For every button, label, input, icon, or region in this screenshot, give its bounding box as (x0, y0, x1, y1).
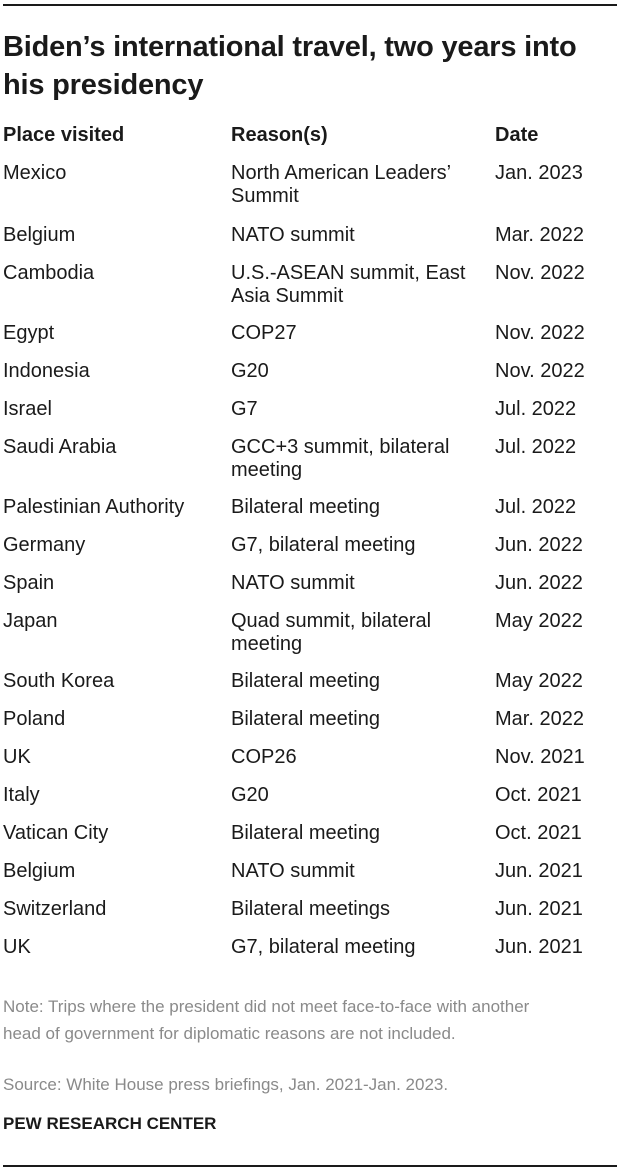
travel-table: Place visited Reason(s) Date Mexico North… (3, 118, 615, 972)
table-row: Israel G7 Jul. 2022 (3, 396, 615, 434)
cell-reason: G20 (231, 784, 269, 806)
table-row: Palestinian Authority Bilateral meeting Ju… (3, 494, 615, 532)
table-row: UK G7, bilateral meeting Jun. 2021 (3, 934, 615, 972)
cell-place: Palestinian Authority (3, 496, 185, 518)
cell-date: Oct. 2021 (495, 822, 582, 844)
cell-date: Nov. 2022 (495, 262, 585, 284)
table-row: Poland Bilateral meeting Mar. 2022 (3, 706, 615, 744)
cell-date: Jul. 2022 (495, 496, 577, 518)
table-row: Egypt COP27 Nov. 2022 (3, 320, 615, 358)
cell-reason: GCC+3 summit, bilateral meeting (231, 436, 450, 481)
cell-place: Mexico (3, 162, 67, 184)
cell-date: Jun. 2022 (495, 572, 583, 594)
cell-date: Mar. 2022 (495, 708, 584, 730)
footnote: Note: Trips where the president did not … (3, 997, 530, 1043)
cell-reason: U.S.-ASEAN summit, East Asia Summit (231, 262, 466, 307)
table-row: Japan Quad summit, bilateral meeting May 2… (3, 608, 615, 668)
cell-date: Jun. 2022 (495, 534, 583, 556)
top-rule (3, 4, 617, 6)
cell-date: Jan. 2023 (495, 162, 583, 184)
cell-place: Indonesia (3, 360, 90, 382)
cell-place: Italy (3, 784, 40, 806)
cell-place: Egypt (3, 322, 55, 344)
cell-date: Nov. 2021 (495, 746, 585, 768)
cell-date: Jun. 2021 (495, 898, 583, 920)
cell-place: Cambodia (3, 262, 95, 284)
cell-reason: Bilateral meeting (231, 708, 380, 730)
cell-place: Vatican City (3, 822, 109, 844)
table-header-row: Place visited Reason(s) Date (3, 118, 615, 160)
column-header-place: Place visited (3, 124, 125, 146)
table-row: Mexico North American Leaders’ Summit Jan.… (3, 160, 615, 222)
cell-place: UK (3, 746, 31, 768)
column-header-reason: Reason(s) (231, 124, 328, 146)
cell-reason: NATO summit (231, 860, 355, 882)
cell-place: Israel (3, 398, 52, 420)
cell-reason: G7 (231, 398, 258, 420)
table-row: Belgium NATO summit Mar. 2022 (3, 222, 615, 260)
cell-place: Poland (3, 708, 66, 730)
cell-place: Switzerland (3, 898, 107, 920)
table-row: South Korea Bilateral meeting May 2022 (3, 668, 615, 706)
table-row: Spain NATO summit Jun. 2022 (3, 570, 615, 608)
cell-reason: NATO summit (231, 572, 355, 594)
cell-place: Japan (3, 610, 58, 632)
table-row: UK COP26 Nov. 2021 (3, 744, 615, 782)
table-row: Switzerland Bilateral meetings Jun. 2021 (3, 896, 615, 934)
page-title: Biden’s international travel, two years … (3, 31, 577, 101)
cell-place: Belgium (3, 860, 76, 882)
cell-date: Jul. 2022 (495, 436, 577, 458)
cell-place: South Korea (3, 670, 115, 692)
cell-date: May 2022 (495, 610, 583, 632)
cell-date: Oct. 2021 (495, 784, 582, 806)
table-row: Indonesia G20 Nov. 2022 (3, 358, 615, 396)
cell-reason: Quad summit, bilateral meeting (231, 610, 432, 655)
bottom-rule (3, 1165, 617, 1167)
cell-date: Mar. 2022 (495, 224, 584, 246)
cell-reason: G7, bilateral meeting (231, 936, 416, 958)
table-row: Cambodia U.S.-ASEAN summit, East Asia Sum… (3, 260, 615, 320)
cell-date: Jun. 2021 (495, 860, 583, 882)
cell-date: Jun. 2021 (495, 936, 583, 958)
table-row: Italy G20 Oct. 2021 (3, 782, 615, 820)
cell-reason: Bilateral meeting (231, 496, 380, 518)
cell-date: Jul. 2022 (495, 398, 577, 420)
cell-reason: NATO summit (231, 224, 355, 246)
cell-reason: G7, bilateral meeting (231, 534, 416, 556)
column-header-date: Date (495, 124, 539, 146)
cell-reason: COP27 (231, 322, 297, 344)
cell-place: Spain (3, 572, 55, 594)
cell-place: Germany (3, 534, 86, 556)
table-row: Germany G7, bilateral meeting Jun. 2022 (3, 532, 615, 570)
cell-reason: Bilateral meetings (231, 898, 390, 920)
table-row: Belgium NATO summit Jun. 2021 (3, 858, 615, 896)
table-row: Saudi Arabia GCC+3 summit, bilateral meet… (3, 434, 615, 494)
table-row: Vatican City Bilateral meeting Oct. 2021 (3, 820, 615, 858)
cell-date: May 2022 (495, 670, 583, 692)
source-line: Source: White House press briefings, Jan… (3, 1075, 449, 1094)
cell-place: UK (3, 936, 31, 958)
cell-place: Saudi Arabia (3, 436, 117, 458)
org-credit: PEW RESEARCH CENTER (3, 1114, 217, 1133)
cell-date: Nov. 2022 (495, 322, 585, 344)
cell-reason: COP26 (231, 746, 297, 768)
cell-reason: North American Leaders’ Summit (231, 162, 451, 207)
cell-reason: Bilateral meeting (231, 822, 380, 844)
cell-reason: Bilateral meeting (231, 670, 380, 692)
cell-place: Belgium (3, 224, 76, 246)
cell-reason: G20 (231, 360, 269, 382)
cell-date: Nov. 2022 (495, 360, 585, 382)
